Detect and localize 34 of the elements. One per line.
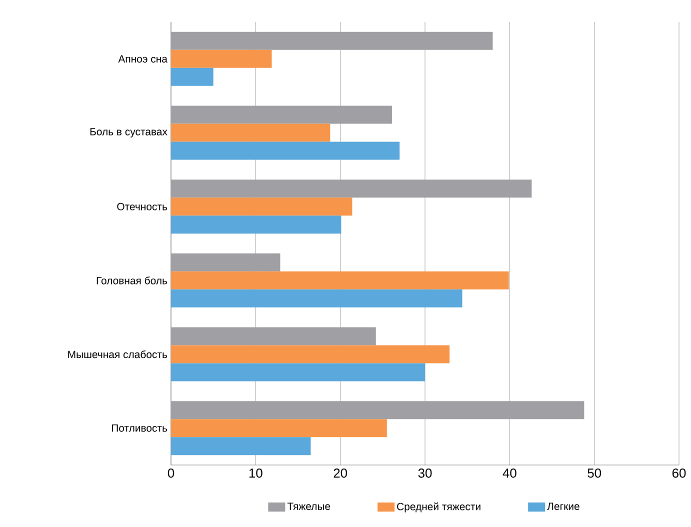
x-tick-label: 40	[502, 468, 516, 478]
y-tick-label: Боль в суставах	[90, 128, 168, 138]
x-tick-label: 30	[418, 468, 432, 478]
bar	[171, 180, 532, 198]
y-tick-label: Головная боль	[96, 276, 168, 284]
bar	[171, 419, 387, 438]
x-tick-label: 60	[672, 468, 686, 478]
x-tick-label: 50	[588, 468, 602, 478]
y-tick-label: Апноэ сна	[118, 55, 168, 63]
y-tick-label: Потливость	[112, 424, 168, 432]
bar	[171, 198, 352, 216]
bar	[171, 50, 272, 68]
bar	[171, 345, 450, 364]
bar	[171, 289, 462, 308]
bar	[171, 106, 392, 124]
y-tick-label: Мышечная слабость	[68, 350, 168, 358]
x-tick-label: 20	[334, 468, 348, 478]
bar	[171, 124, 330, 142]
bar	[171, 363, 426, 382]
bar	[171, 253, 280, 272]
legend-label: Средней тяжести	[397, 502, 480, 512]
bar	[171, 437, 311, 456]
bar	[171, 32, 493, 50]
y-tick-label: Отечность	[117, 202, 168, 210]
x-tick-label: 0	[168, 468, 174, 478]
x-tick-label: 10	[249, 468, 262, 478]
legend-label: Легкие	[547, 502, 580, 510]
bar	[171, 271, 509, 290]
bar	[171, 401, 584, 420]
legend-label: Тяжелые	[287, 502, 330, 510]
bar	[171, 142, 400, 160]
bar	[171, 216, 342, 234]
bar	[171, 327, 376, 346]
bar	[171, 68, 214, 86]
